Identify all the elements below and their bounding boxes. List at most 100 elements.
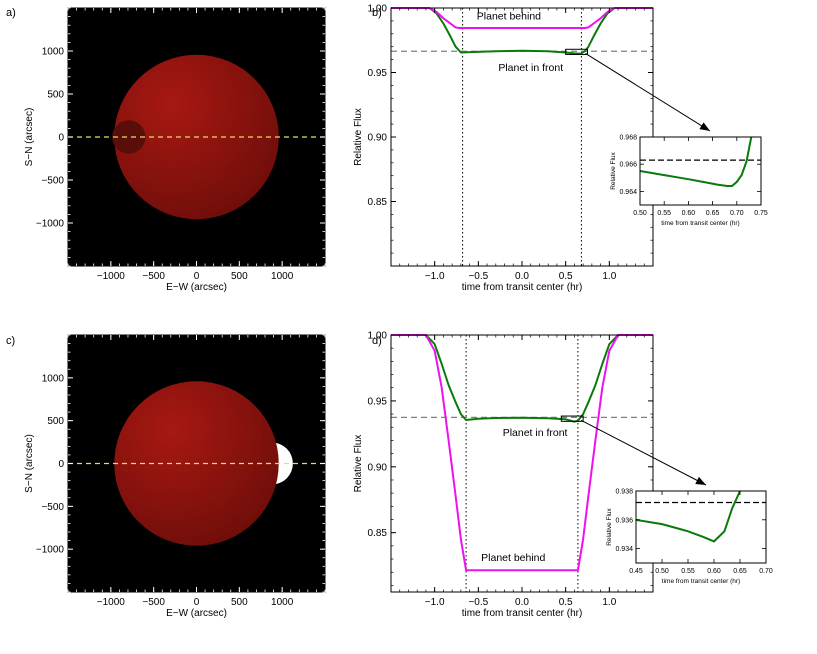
inset-y-tick-label: 0.966 [619, 162, 637, 169]
y-tick-label: 0.90 [368, 133, 388, 144]
x-axis-label: time from transit center (hr) [462, 608, 583, 619]
inset-x-tick-label: 0.55 [657, 210, 671, 217]
x-axis-label: E−W (arcsec) [166, 608, 227, 619]
panel-label-c: c) [6, 335, 15, 347]
y-tick-label: 0.85 [368, 197, 388, 208]
callout-arrow-head [695, 476, 706, 485]
x-tick-label: 0 [194, 271, 200, 282]
y-tick-label: 1000 [42, 373, 65, 384]
y-axis-label: Relative Flux [353, 108, 364, 166]
curve-annotation: Planet behind [481, 552, 545, 564]
x-tick-label: 1000 [271, 597, 294, 608]
y-tick-label: 0.85 [368, 528, 388, 539]
y-tick-label: −500 [41, 176, 64, 187]
inset-x-tick-label: 0.50 [633, 210, 647, 217]
y-tick-label: 0.95 [368, 68, 388, 79]
y-axis-label: Relative Flux [353, 435, 364, 493]
inset-x-tick-label: 0.60 [682, 210, 696, 217]
curve-annotation: Planet in front [503, 427, 568, 439]
inset-x-axis-label: time from transit center (hr) [662, 578, 740, 585]
light-curve-panel-d: Planet in front Planet behind −1.0 −0.5 0.0 0… [353, 331, 773, 620]
inset-curve [636, 491, 741, 543]
x-axis-label: time from transit center (hr) [462, 282, 583, 293]
y-tick-label: 500 [47, 416, 64, 427]
panel-label-d: d) [372, 335, 382, 347]
inset-frame [635, 490, 767, 564]
y-tick-label: 500 [47, 90, 64, 101]
curve-annotation: Planet in front [498, 62, 563, 74]
y-axis-label: S−N (arcsec) [24, 434, 35, 493]
y-tick-label: 1.00 [368, 4, 388, 15]
planet-in-front-curve [391, 334, 653, 423]
inset-x-axis-label: time from transit center (hr) [661, 220, 739, 227]
planet-disk [112, 120, 146, 154]
inset-background [636, 491, 766, 563]
inset-y-tick-label: 0.964 [619, 189, 637, 196]
x-tick-label: 0.5 [559, 597, 573, 608]
inset-x-tick-label: 0.70 [730, 210, 744, 217]
star-image-panel-c: −1000 −500 0 500 1000 −1000 −500 0 500 1000 E−W (a… [24, 334, 326, 619]
inset-y-tick-label: 0.968 [619, 135, 637, 142]
x-tick-label: −1.0 [425, 597, 445, 608]
star-image-panel-a: −1000 −500 0 500 1000 −1000 −500 0 500 1000 E−W (a… [24, 7, 326, 293]
x-tick-label: −0.5 [468, 597, 488, 608]
x-tick-label: 0.5 [559, 271, 573, 282]
inset-x-tick-label: 0.70 [759, 568, 773, 575]
inset-y-tick-label: 0.938 [615, 489, 633, 496]
planet-behind-curve [391, 334, 653, 572]
planet-in-front-curve [391, 7, 653, 55]
inset-x-tick-label: 0.60 [707, 568, 721, 575]
x-axis-label: E−W (arcsec) [166, 282, 227, 293]
y-axis-label: S−N (arcsec) [24, 108, 35, 167]
callout-arrow-line [585, 53, 711, 132]
inset-x-tick-label: 0.65 [733, 568, 747, 575]
y-tick-label: 0 [58, 459, 64, 470]
callout-arrow-line [580, 419, 707, 486]
x-tick-label: −500 [142, 597, 165, 608]
x-tick-label: −1.0 [425, 271, 445, 282]
x-tick-label: 1.0 [602, 271, 616, 282]
curve-annotation: Planet behind [477, 11, 541, 23]
inset-x-tick-label: 0.55 [681, 568, 695, 575]
y-tick-label: −1000 [36, 545, 65, 556]
y-tick-label: 0.95 [368, 396, 388, 407]
inset-frame [639, 136, 762, 206]
x-tick-label: −500 [142, 271, 165, 282]
inset-y-axis-label: Relative Flux [610, 151, 617, 189]
inset-curve [640, 137, 753, 187]
inset-x-tick-label: 0.50 [655, 568, 669, 575]
x-tick-label: 1.0 [602, 597, 616, 608]
panel-label-b: b) [372, 7, 382, 19]
zoom-box [565, 48, 589, 55]
x-tick-label: −0.5 [468, 271, 488, 282]
inset-y-tick-label: 0.934 [615, 546, 633, 553]
x-tick-label: 0 [194, 597, 200, 608]
panel-label-a: a) [6, 7, 16, 19]
callout-arrow-head [699, 122, 710, 131]
y-tick-label: −500 [41, 502, 64, 513]
inset-x-tick-label: 0.65 [706, 210, 720, 217]
inset-y-axis-label: Relative Flux [606, 507, 613, 545]
y-tick-label: 1.00 [368, 331, 388, 342]
x-tick-label: −1000 [97, 597, 126, 608]
x-tick-label: −1000 [97, 271, 126, 282]
y-tick-label: 0.90 [368, 462, 388, 473]
plot-background [391, 335, 653, 592]
inset-y-tick-label: 0.936 [615, 517, 633, 524]
inset-x-tick-label: 0.75 [754, 210, 768, 217]
y-tick-label: 0 [58, 133, 64, 144]
planet-behind-curve [391, 7, 653, 29]
y-tick-label: −1000 [36, 219, 65, 230]
inset-x-tick-label: 0.45 [629, 568, 643, 575]
y-tick-label: 1000 [42, 47, 65, 58]
plot-background [391, 8, 653, 266]
x-tick-label: 500 [231, 271, 248, 282]
x-tick-label: 500 [231, 597, 248, 608]
zoom-box [560, 415, 584, 422]
inset-background [640, 137, 761, 205]
x-tick-label: 1000 [271, 271, 294, 282]
x-tick-label: 0.0 [515, 597, 529, 608]
light-curve-panel-b: Planet behind Planet in front −1.0 −0.5 0.0 0… [353, 4, 768, 294]
x-tick-label: 0.0 [515, 271, 529, 282]
